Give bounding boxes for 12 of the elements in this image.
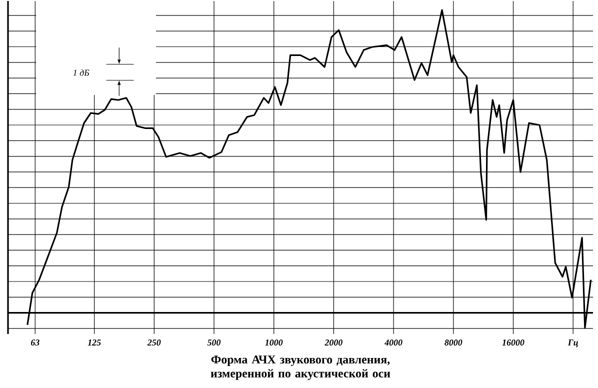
x-tick-label: 2000: [324, 340, 343, 346]
x-tick-label: 125: [88, 340, 101, 346]
annotation: 1 дБ: [73, 69, 90, 76]
x-tick-label: Гц: [568, 340, 578, 348]
x-tick-label: 1000: [265, 340, 283, 346]
x-tick-label: 4000: [384, 340, 402, 346]
text: Форма АЧХ звукового давления, измеренной по акустической оси: [210, 356, 390, 380]
x-tick-label: 8000: [444, 340, 462, 346]
x-tick-label: 500: [207, 340, 221, 346]
x-tick-label: 16000: [502, 340, 524, 346]
x-tick-label: 250: [147, 340, 161, 346]
x-tick-label: 63: [30, 340, 40, 346]
